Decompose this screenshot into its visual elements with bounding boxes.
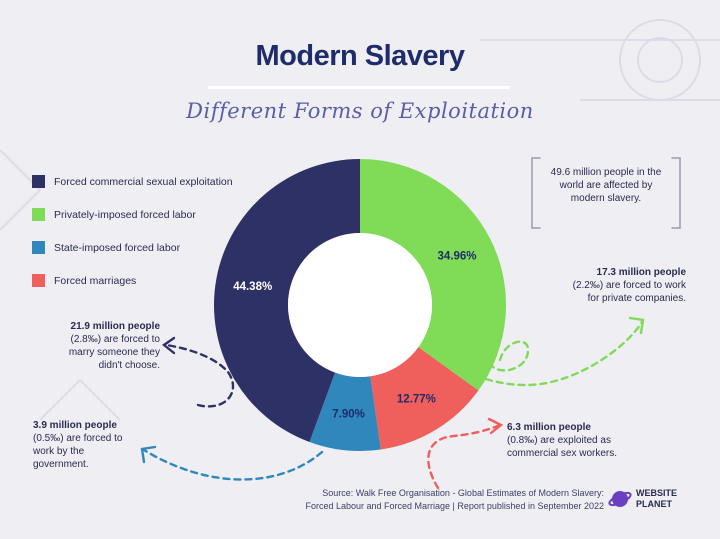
logo-line-2: PLANET [636,499,672,509]
arrow-marriage [164,343,235,408]
arrowhead-state [140,445,157,464]
callout-arrows [140,157,681,490]
background-decoration [0,19,720,421]
planet-icon [608,491,632,507]
callout-marriage: 21.9 million people (2.8‰) are forced to… [62,320,160,372]
callout-private-head: 17.3 million people [596,267,686,278]
callout-state: 3.9 million people (0.5‰) are forced to … [33,419,133,471]
website-planet-logo: WEBSITE PLANET [608,487,677,511]
legend-swatch [32,175,45,188]
slice-value-label: 7.90% [332,408,365,420]
callout-private-body: (2.2‰) are forced to work for private co… [572,280,686,304]
chart-legend: Forced commercial sexual exploitation Pr… [32,165,233,297]
total-bracket-right [671,157,681,229]
donut-hole [288,233,432,377]
callout-total-text: 49.6 million people in the world are aff… [550,167,662,204]
legend-label: State-imposed forced labor [54,241,181,254]
donut-slice-3 [309,372,381,451]
legend-label: Forced marriages [54,274,137,287]
callout-sexual: 6.3 million people (0.8‰) are exploited … [507,421,647,460]
arrowhead-sexual [487,417,504,435]
callout-private: 17.3 million people (2.2‰) are forced to… [560,266,686,305]
arrowhead-private [628,316,645,335]
callout-state-body: (0.5‰) are forced to work by the governm… [33,433,123,470]
page-title: Modern Slavery [255,40,465,72]
legend-swatch [32,241,45,254]
legend-label: Privately-imposed forced labor [54,208,196,221]
page-subtitle: Different Forms of Exploitation [186,99,534,123]
source-note: Source: Walk Free Organisation - Global … [260,487,604,513]
legend-item-private-labor: Privately-imposed forced labor [32,198,233,231]
legend-item-forced-marriages: Forced marriages [32,264,233,297]
arrow-private-loop [490,340,530,372]
legend-label: Forced commercial sexual exploitation [54,175,233,188]
donut-slice-4 [214,159,360,442]
callout-sexual-head: 6.3 million people [507,422,591,433]
arrow-state [142,448,324,481]
arrowhead-marriage [161,336,176,355]
legend-item-sexual-exploitation: Forced commercial sexual exploitation [32,165,233,198]
legend-swatch [32,274,45,287]
callout-marriage-head: 21.9 million people [70,321,160,332]
callout-state-head: 3.9 million people [33,420,117,431]
title-divider [208,86,510,89]
logo-line-1: WEBSITE [636,488,678,498]
donut-chart: 34.96% 12.77% 7.90% 44.38% [214,159,506,451]
slice-value-label: 12.77% [397,393,436,405]
donut-slice-2 [370,347,479,450]
callout-marriage-body: (2.8‰) are forced to marry someone they … [68,334,160,371]
slice-value-label: 44.38% [233,281,272,293]
arrow-sexual [427,423,502,490]
arrow-private [484,320,644,387]
legend-swatch [32,208,45,221]
callout-total: 49.6 million people in the world are aff… [544,166,668,205]
slice-value-label: 34.96% [438,250,477,262]
source-line-2: Forced Labour and Forced Marriage | Repo… [305,501,604,511]
callout-sexual-body: (0.8‰) are exploited as commercial sex w… [507,435,618,459]
source-line-1: Source: Walk Free Organisation - Global … [322,488,604,498]
donut-slice-1 [360,159,506,391]
legend-item-state-labor: State-imposed forced labor [32,231,233,264]
total-bracket-left [531,157,541,229]
